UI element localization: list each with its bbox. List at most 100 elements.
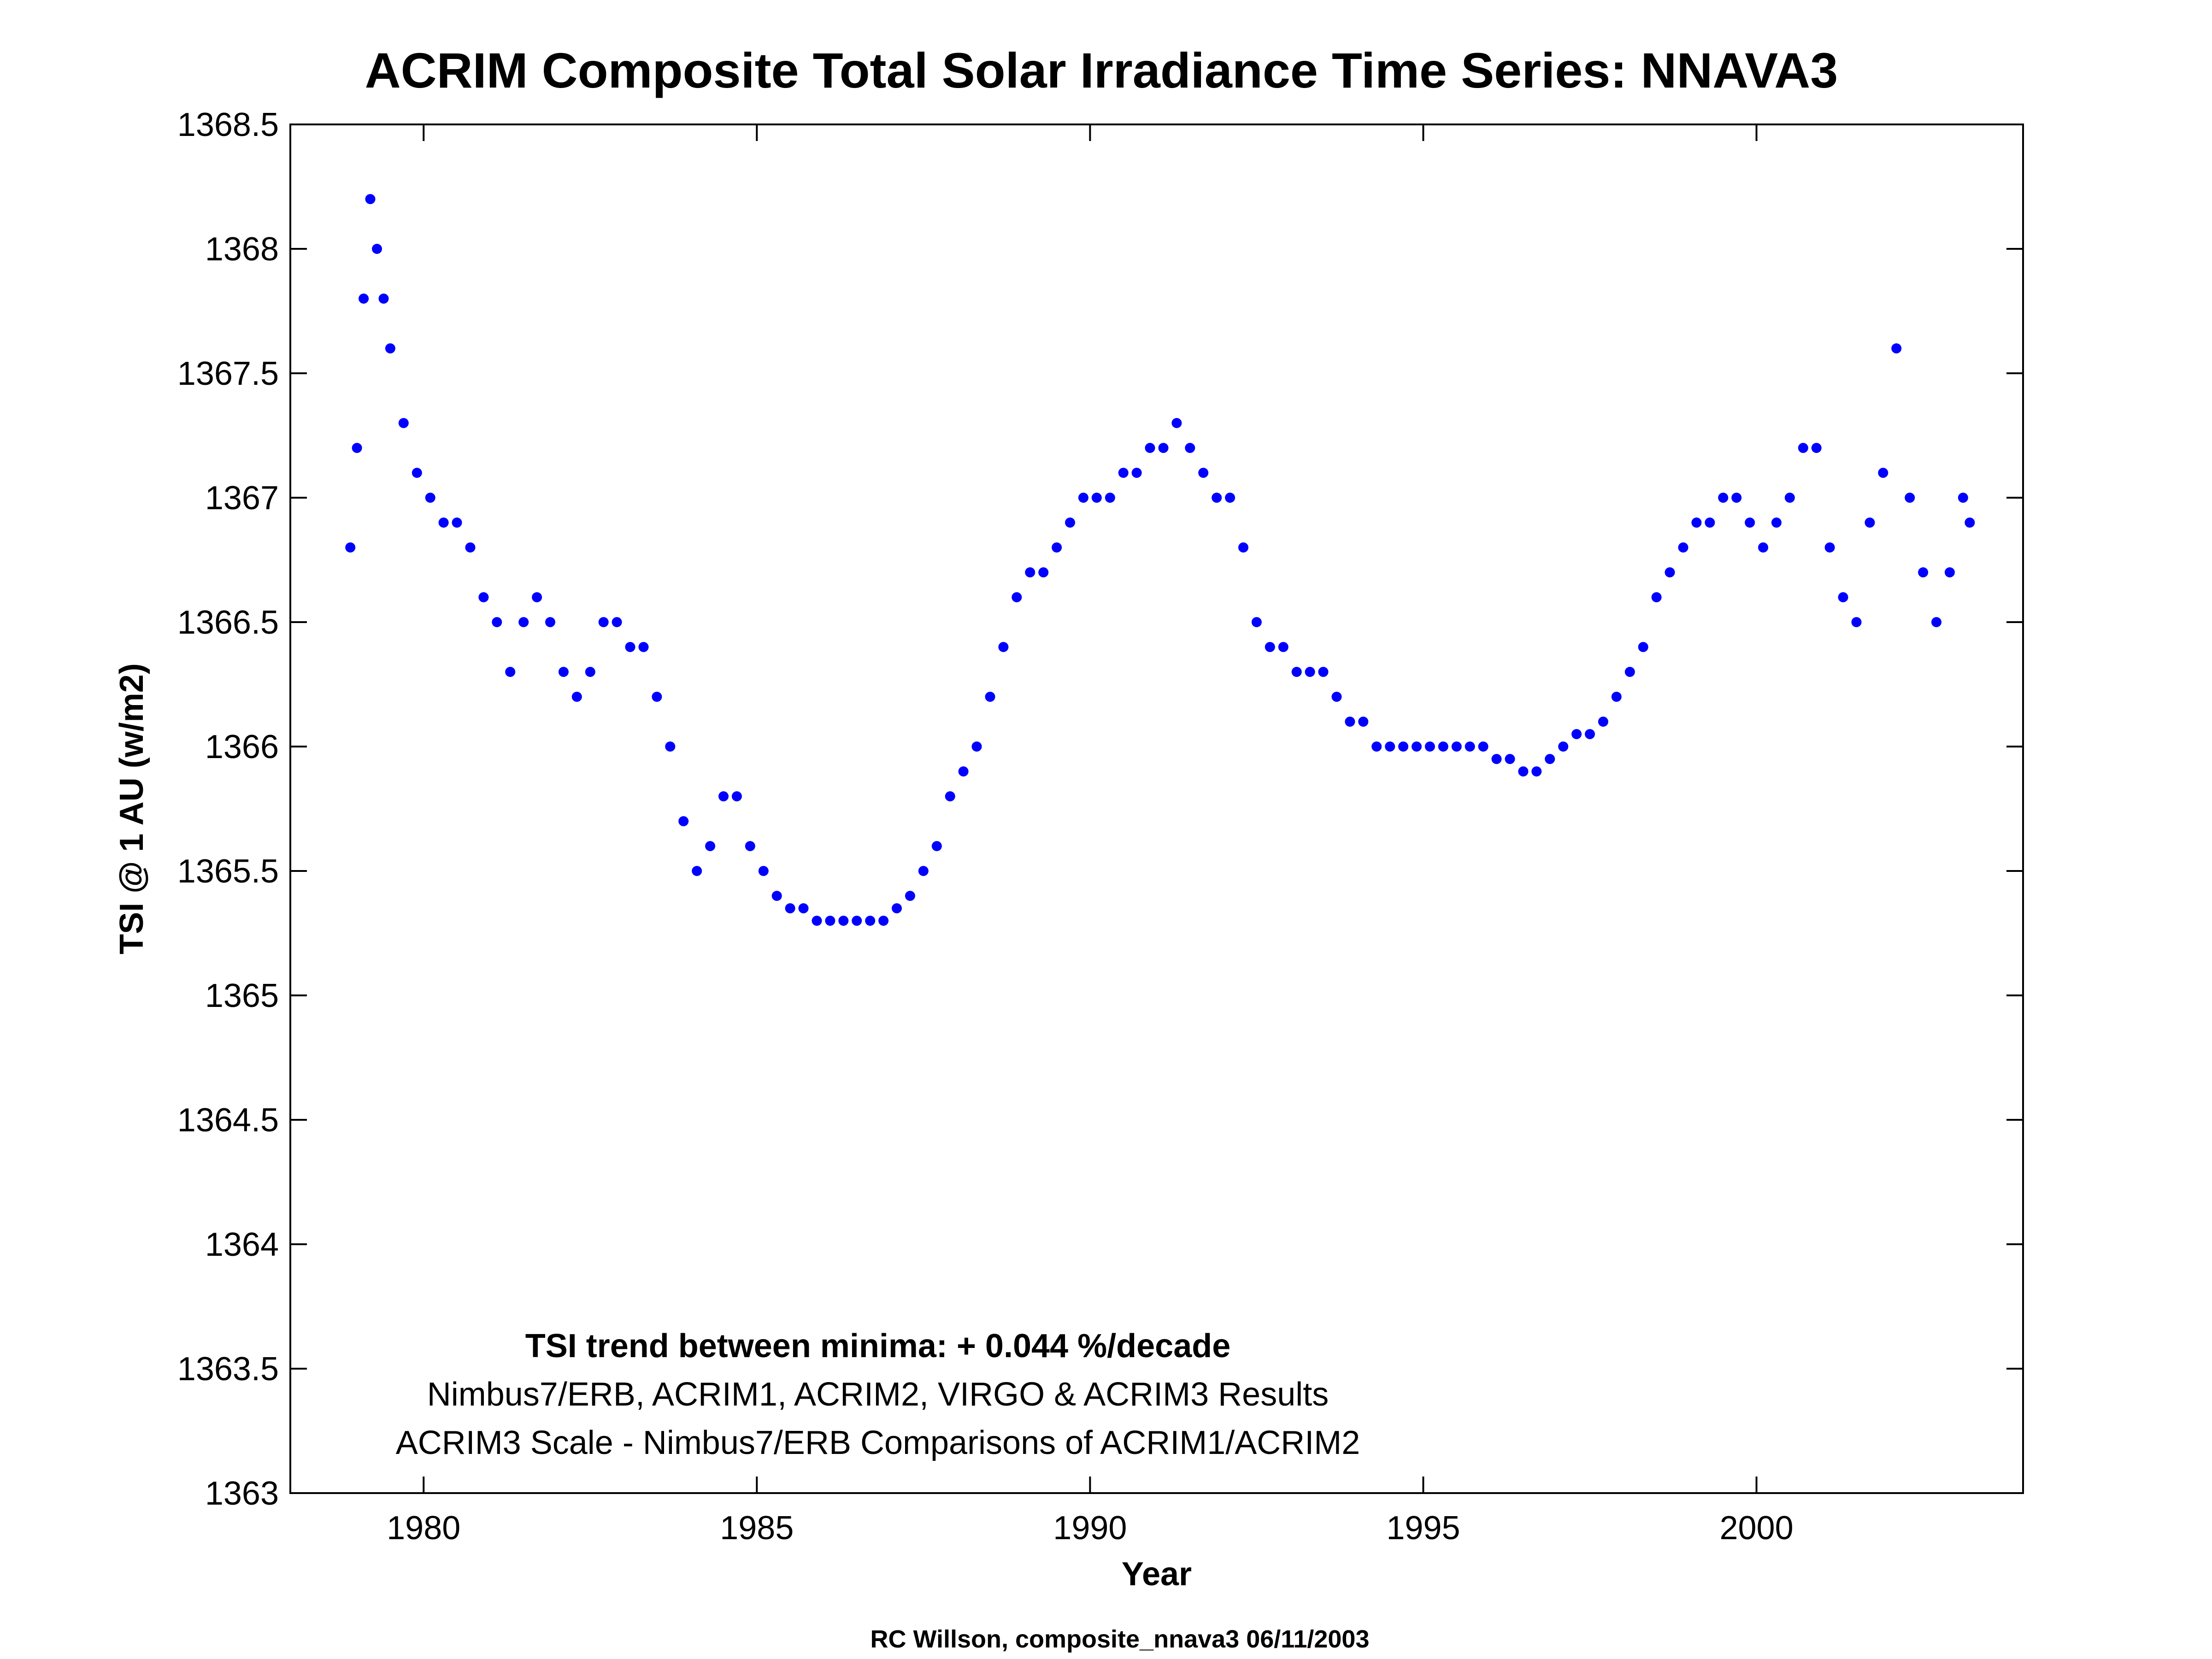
- data-point: [1465, 741, 1475, 752]
- data-point: [1305, 667, 1315, 677]
- y-tick-label: 1364: [205, 1226, 279, 1263]
- x-tick-label: 1990: [1053, 1510, 1127, 1547]
- data-point: [1651, 592, 1662, 602]
- data-point: [365, 194, 376, 204]
- data-point: [1025, 567, 1035, 577]
- y-tick-label: 1368.5: [177, 106, 279, 143]
- data-point: [1771, 518, 1782, 528]
- data-point: [505, 667, 516, 677]
- data-point: [1225, 493, 1235, 503]
- data-point: [1291, 667, 1302, 677]
- data-points: [345, 194, 1975, 926]
- data-point: [1931, 617, 1941, 627]
- data-point: [545, 617, 555, 627]
- data-point: [1185, 443, 1195, 453]
- data-point: [425, 493, 435, 503]
- data-point: [1318, 667, 1329, 677]
- data-point: [1105, 493, 1115, 503]
- data-point: [598, 617, 609, 627]
- data-point: [985, 692, 995, 702]
- data-point: [1038, 567, 1049, 577]
- data-point: [1265, 642, 1275, 652]
- data-point: [1398, 741, 1409, 752]
- data-point: [1624, 667, 1635, 677]
- data-point: [1665, 567, 1675, 577]
- data-point: [1451, 741, 1462, 752]
- data-point: [652, 692, 662, 702]
- data-point: [758, 866, 769, 876]
- data-point: [1131, 468, 1142, 478]
- data-point: [1505, 754, 1515, 764]
- data-point: [945, 791, 955, 801]
- data-point: [1145, 443, 1155, 453]
- data-point: [1345, 717, 1355, 727]
- data-point: [352, 443, 362, 453]
- data-point: [692, 866, 702, 876]
- data-point: [372, 244, 382, 254]
- data-point: [1718, 493, 1729, 503]
- y-axis-ticks: 1363 1363.5 1364 1364.5 1365 1365.5 1366 1366.5…: [177, 106, 2023, 1512]
- data-point: [385, 343, 395, 353]
- x-tick-label: 2000: [1719, 1510, 1793, 1547]
- data-point: [1385, 741, 1395, 752]
- data-point: [1731, 493, 1742, 503]
- y-tick-label: 1366: [205, 729, 279, 765]
- data-point: [1811, 443, 1822, 453]
- data-point: [1758, 542, 1768, 553]
- data-point: [825, 916, 835, 926]
- data-point: [1784, 493, 1795, 503]
- data-point: [378, 294, 389, 304]
- chart-title: ACRIM Composite Total Solar Irradiance T…: [365, 42, 1838, 98]
- data-point: [1824, 542, 1835, 553]
- data-point: [678, 816, 689, 826]
- data-point: [1958, 493, 1968, 503]
- y-tick-label: 1367.5: [177, 355, 279, 392]
- data-point: [1878, 468, 1888, 478]
- data-point: [492, 617, 502, 627]
- footer-credit: RC Willson, composite_nnava3 06/11/2003: [871, 1625, 1370, 1653]
- data-point: [892, 903, 902, 913]
- data-point: [1638, 642, 1648, 652]
- data-point: [1691, 518, 1702, 528]
- data-point: [1412, 741, 1422, 752]
- trend-annotation: TSI trend between minima: + 0.044 %/deca…: [525, 1328, 1231, 1365]
- y-tick-label: 1365: [205, 977, 279, 1014]
- data-point: [958, 766, 969, 777]
- data-point: [1158, 443, 1169, 453]
- data-point: [971, 741, 982, 752]
- data-point: [1598, 717, 1608, 727]
- data-point: [412, 468, 422, 478]
- data-point: [558, 667, 569, 677]
- data-point: [905, 891, 915, 901]
- data-point: [1078, 493, 1088, 503]
- data-point: [1251, 617, 1262, 627]
- data-point: [1052, 542, 1062, 553]
- data-point: [998, 642, 1009, 652]
- data-point: [1278, 642, 1288, 652]
- data-point: [638, 642, 649, 652]
- data-point: [612, 617, 622, 627]
- data-point: [1745, 518, 1755, 528]
- data-point: [1838, 592, 1848, 602]
- data-point: [1424, 741, 1435, 752]
- data-point: [532, 592, 542, 602]
- data-point: [1491, 754, 1502, 764]
- y-tick-label: 1366.5: [177, 604, 279, 641]
- data-point: [1705, 518, 1715, 528]
- instruments-annotation: Nimbus7/ERB, ACRIM1, ACRIM2, VIRGO & ACR…: [427, 1376, 1329, 1413]
- data-point: [665, 741, 676, 752]
- data-point: [838, 916, 849, 926]
- data-point: [1478, 741, 1488, 752]
- data-point: [1851, 617, 1862, 627]
- data-point: [1891, 343, 1902, 353]
- data-point: [1558, 741, 1569, 752]
- x-tick-label: 1985: [720, 1510, 794, 1547]
- y-tick-label: 1367: [205, 480, 279, 517]
- data-point: [438, 518, 449, 528]
- data-point: [918, 866, 929, 876]
- data-point: [1358, 717, 1369, 727]
- data-point: [745, 841, 755, 851]
- data-point: [1571, 729, 1582, 739]
- data-point: [1065, 518, 1075, 528]
- data-point: [1531, 766, 1542, 777]
